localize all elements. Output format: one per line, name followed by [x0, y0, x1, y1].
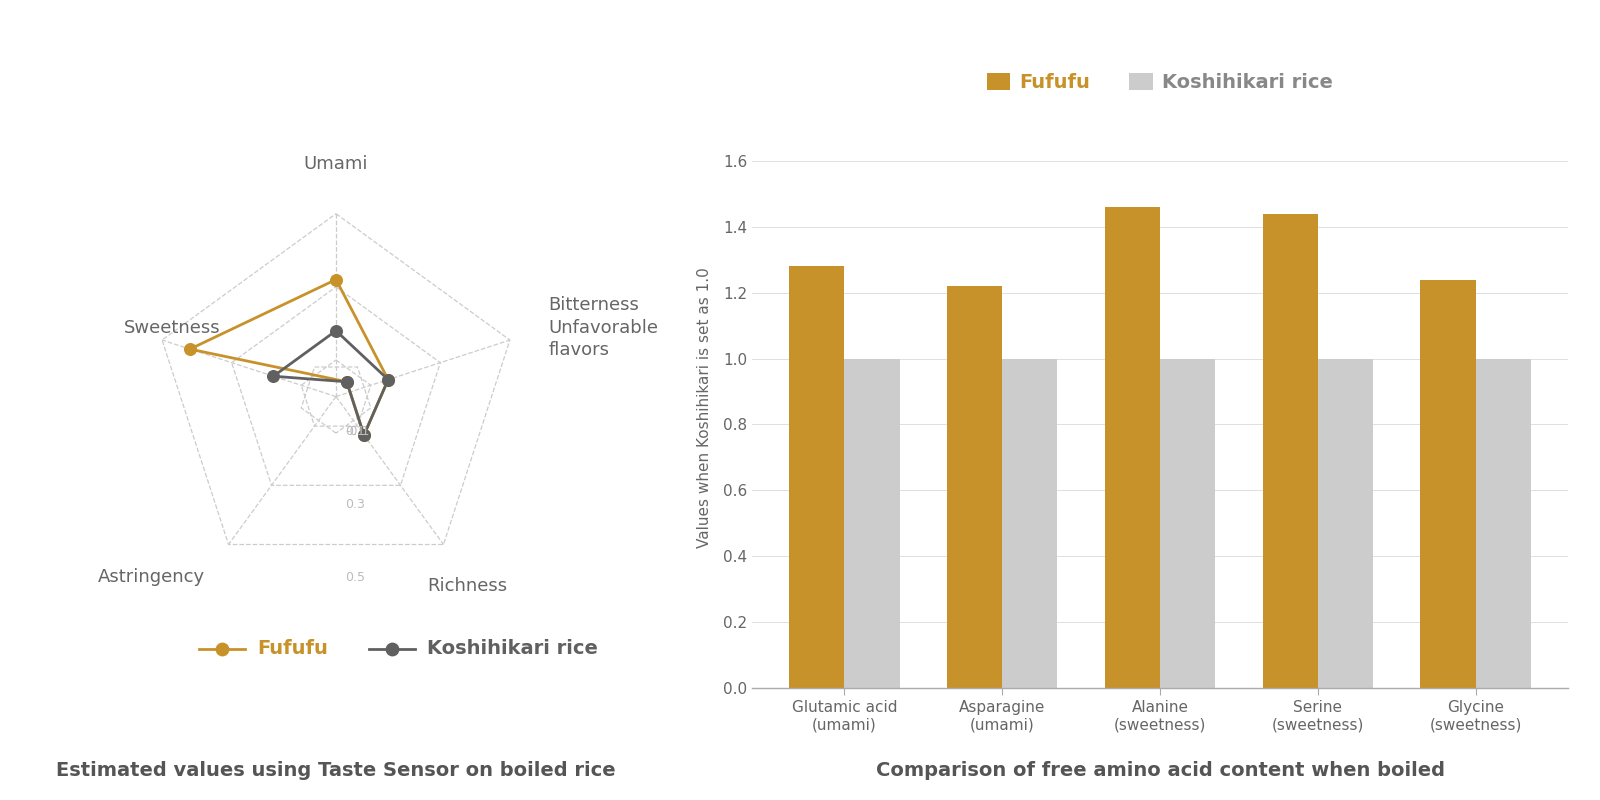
- Bar: [845, 358, 899, 688]
- Point: [334, 375, 360, 388]
- Text: Sweetness: Sweetness: [123, 318, 221, 337]
- Bar: [1002, 358, 1058, 688]
- Text: Estimated values using Taste Sensor on boiled rice: Estimated values using Taste Sensor on b…: [56, 761, 616, 780]
- Legend: Fufufu, Koshihikari rice: Fufufu, Koshihikari rice: [979, 65, 1341, 100]
- Bar: [1262, 214, 1318, 688]
- Text: 0.5: 0.5: [346, 571, 365, 584]
- Text: Comparison of free amino acid content when boiled: Comparison of free amino acid content wh…: [875, 761, 1445, 780]
- Point: [334, 375, 360, 388]
- Bar: [1104, 207, 1160, 688]
- Text: Richness: Richness: [427, 577, 507, 595]
- Text: 0.3: 0.3: [346, 498, 365, 511]
- Point: [350, 429, 376, 442]
- Point: [376, 374, 402, 386]
- Bar: [1318, 358, 1373, 688]
- Text: 0.1: 0.1: [346, 425, 365, 438]
- Text: Umami: Umami: [304, 155, 368, 174]
- Text: Koshihikari rice: Koshihikari rice: [427, 639, 598, 658]
- Point: [178, 342, 203, 355]
- Bar: [789, 266, 845, 688]
- Point: [376, 374, 402, 386]
- Point: [210, 642, 235, 655]
- Point: [261, 370, 286, 382]
- Y-axis label: Values when Koshihikari is set as 1.0: Values when Koshihikari is set as 1.0: [696, 268, 712, 548]
- Text: Bitterness
Unfavorable
flavors: Bitterness Unfavorable flavors: [549, 297, 658, 359]
- Point: [323, 273, 349, 286]
- Point: [350, 429, 376, 442]
- Text: Fufufu: Fufufu: [258, 639, 328, 658]
- Bar: [1160, 358, 1216, 688]
- Text: -0.1: -0.1: [346, 425, 370, 438]
- Point: [379, 642, 405, 655]
- Text: Astringency: Astringency: [98, 568, 205, 586]
- Bar: [1421, 279, 1475, 688]
- Point: [323, 324, 349, 337]
- Bar: [1475, 358, 1531, 688]
- Bar: [947, 286, 1002, 688]
